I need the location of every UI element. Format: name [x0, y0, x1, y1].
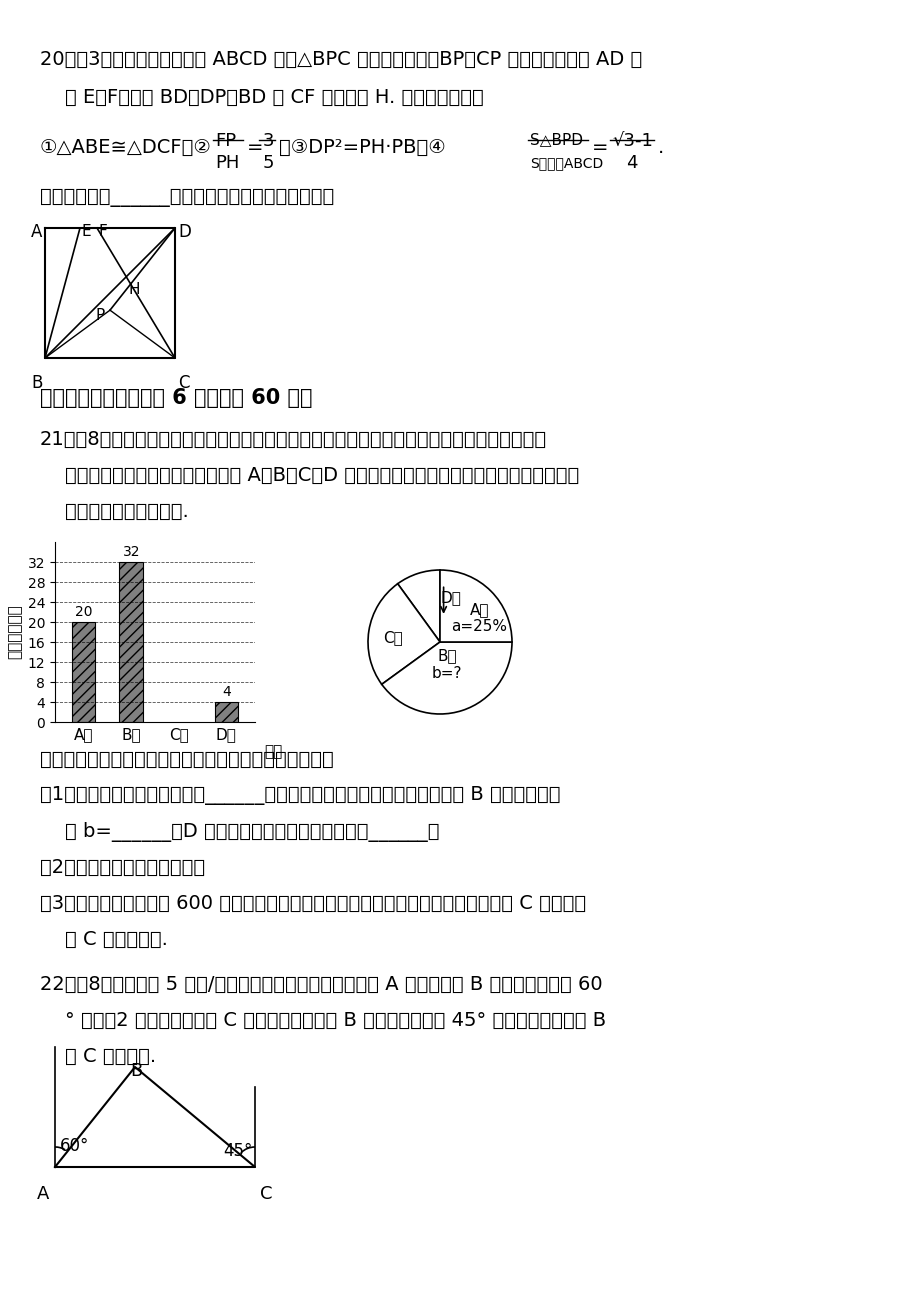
- Wedge shape: [381, 642, 512, 713]
- Text: ° 方向，2 小时后船行驶到 C 处，发现此时灯塔 B 在海船的北偏西 45° 方向，求此时灯塔 B: ° 方向，2 小时后船行驶到 C 处，发现此时灯塔 B 在海船的北偏西 45° …: [40, 1010, 606, 1030]
- Text: 45°: 45°: [222, 1142, 252, 1160]
- Wedge shape: [397, 570, 439, 642]
- Bar: [72, 622, 96, 723]
- Text: 分同学体育测试成绩（由高到低分 A、B、C、D 四个等级），根据调查的数据绘制成如下的条: 分同学体育测试成绩（由高到低分 A、B、C、D 四个等级），根据调查的数据绘制成…: [40, 466, 579, 486]
- Text: 三、解答题（本大题共 6 小题，共 60 分）: 三、解答题（本大题共 6 小题，共 60 分）: [40, 388, 312, 408]
- Text: E: E: [82, 224, 92, 240]
- Text: A: A: [31, 223, 42, 241]
- Text: A级
a=25%: A级 a=25%: [451, 602, 507, 634]
- Text: 其中正确的是______．（写出所有正确结论的序号）: 其中正确的是______．（写出所有正确结论的序号）: [40, 187, 334, 207]
- Text: 到 C 处的距离.: 到 C 处的距离.: [40, 1047, 156, 1066]
- Text: B级
b=?: B级 b=?: [432, 648, 462, 681]
- Text: （1）该课题研究小组共抽查了______名同学的体育测试成绩；扇形统计图中 B 级所占的百分: （1）该课题研究小组共抽查了______名同学的体育测试成绩；扇形统计图中 B …: [40, 786, 560, 805]
- Text: ；③DP²=PH·PB；④: ；③DP²=PH·PB；④: [278, 138, 446, 158]
- Text: =: =: [591, 138, 607, 158]
- Text: 4: 4: [221, 685, 231, 699]
- Text: P: P: [96, 309, 105, 323]
- Text: .: .: [657, 138, 664, 158]
- Text: 20: 20: [74, 605, 92, 620]
- Text: 等级: 等级: [265, 745, 282, 759]
- Text: 点 E、F，连结 BD、DP，BD 与 CF 相交于点 H. 给出下列结论：: 点 E、F，连结 BD、DP，BD 与 CF 相交于点 H. 给出下列结论：: [40, 89, 483, 107]
- Text: D级: D级: [440, 590, 460, 605]
- Text: C: C: [177, 374, 189, 392]
- Text: S△BPD: S△BPD: [529, 132, 583, 147]
- Text: 20．（3分）如图，在正方形 ABCD 中，△BPC 是等边三角形，BP、CP 的延长线分别交 AD 于: 20．（3分）如图，在正方形 ABCD 中，△BPC 是等边三角形，BP、CP …: [40, 49, 641, 69]
- Text: C: C: [260, 1185, 272, 1203]
- Text: 请根据以上不完整的统计图提供的信息，解答下列问题：: 请根据以上不完整的统计图提供的信息，解答下列问题：: [40, 750, 334, 769]
- Text: 含 C 级）的人数.: 含 C 级）的人数.: [40, 930, 167, 949]
- Text: D: D: [177, 223, 190, 241]
- Bar: [119, 562, 143, 723]
- Text: H: H: [128, 281, 140, 297]
- Wedge shape: [439, 570, 512, 642]
- Text: F: F: [99, 224, 108, 240]
- Text: 4: 4: [625, 154, 637, 172]
- Text: 3: 3: [263, 132, 274, 150]
- Text: 60°: 60°: [60, 1137, 89, 1155]
- Text: PH: PH: [215, 154, 239, 172]
- Text: FP: FP: [215, 132, 236, 150]
- Text: C级: C级: [383, 630, 403, 644]
- Y-axis label: 频数（人数）: 频数（人数）: [7, 604, 22, 659]
- Text: B: B: [130, 1062, 142, 1079]
- Text: ①△ABE≅△DCF；②: ①△ABE≅△DCF；②: [40, 138, 211, 158]
- Text: 32: 32: [122, 546, 140, 560]
- Wedge shape: [368, 583, 439, 685]
- Text: 比 b=______，D 级所在小扇形的圆心角的大小为______；: 比 b=______，D 级所在小扇形的圆心角的大小为______；: [40, 822, 439, 842]
- Text: （2）请直接补全条形统计图；: （2）请直接补全条形统计图；: [40, 858, 205, 878]
- Text: 22．（8分）海船以 5 海里/小时的速度向正东方向行驶，在 A 处看见灯塔 B 在海船的北偏东 60: 22．（8分）海船以 5 海里/小时的速度向正东方向行驶，在 A 处看见灯塔 B…: [40, 975, 602, 993]
- Text: √3-1: √3-1: [611, 132, 652, 150]
- Text: 形统计图和扇形统计图.: 形统计图和扇形统计图.: [40, 503, 188, 521]
- Text: S正方形ABCD: S正方形ABCD: [529, 156, 603, 171]
- Text: A: A: [37, 1185, 50, 1203]
- Bar: [214, 702, 238, 723]
- Text: 5: 5: [263, 154, 274, 172]
- Text: B: B: [31, 374, 42, 392]
- Text: （3）若该校九年级共有 600 名同学，请估计该校九年级同学体育测试达标（测试成绩 C 级以上，: （3）若该校九年级共有 600 名同学，请估计该校九年级同学体育测试达标（测试成…: [40, 894, 585, 913]
- Text: 21．（8分）某校课题研究小组对本校九年级全体同学体育测试情况进行调查，他们随机抽查部: 21．（8分）某校课题研究小组对本校九年级全体同学体育测试情况进行调查，他们随机…: [40, 430, 547, 449]
- Text: =: =: [246, 138, 263, 158]
